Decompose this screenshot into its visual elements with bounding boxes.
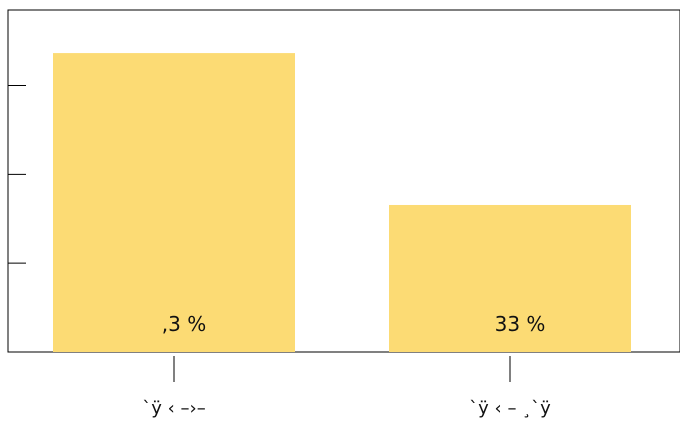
category-label-0: `ÿ ‹ –›– [142, 398, 206, 419]
bars [53, 53, 631, 352]
plot-frame [7, 9, 680, 353]
bar-0 [53, 53, 295, 352]
data-label-0: ,3 % [162, 312, 206, 336]
data-labels: ,3 % 33 % [162, 312, 546, 336]
bar-1 [389, 204, 631, 352]
category-label-1: `ÿ ‹ – ¸`ÿ [469, 398, 551, 419]
category-labels: `ÿ ‹ –›– `ÿ ‹ – ¸`ÿ [142, 356, 551, 419]
y-ticks [8, 85, 26, 264]
data-label-1: 33 % [495, 312, 546, 336]
